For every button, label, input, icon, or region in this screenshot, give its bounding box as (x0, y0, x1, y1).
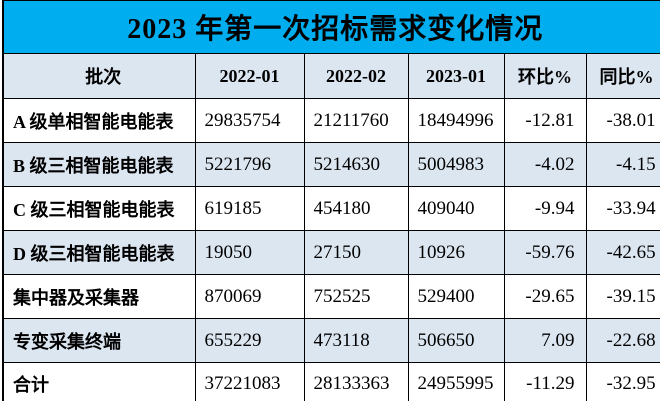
table-row: C 级三相智能电能表 619185 454180 409040 -9.94 -3… (2, 186, 660, 231)
row-label: 集中器及采集器 (2, 274, 196, 319)
mom-pct-cell: -59.76 (503, 230, 587, 275)
mom-pct-cell: -29.65 (503, 274, 587, 319)
value-cell: 454180 (303, 186, 409, 231)
value-cell: 24955995 (407, 362, 505, 401)
value-cell: 10926 (407, 230, 505, 275)
table-row-total: 合计 37221083 28133363 24955995 -11.29 -32… (2, 362, 660, 401)
title-row: 2023 年第一次招标需求变化情况 (2, 0, 660, 54)
row-label: D 级三相智能电能表 (2, 230, 196, 275)
value-cell: 37221083 (194, 362, 305, 401)
column-header-yoy-pct: 同比% (585, 53, 660, 99)
yoy-pct-cell: -4.15 (585, 142, 660, 187)
table-row: B 级三相智能电能表 5221796 5214630 5004983 -4.02… (2, 142, 660, 187)
value-cell: 655229 (194, 318, 305, 363)
table-title: 2023 年第一次招标需求变化情况 (2, 0, 660, 54)
mom-pct-cell: 7.09 (503, 318, 587, 363)
value-cell: 409040 (407, 186, 505, 231)
mom-pct-cell: -4.02 (503, 142, 587, 187)
table-row: A 级单相智能电能表 29835754 21211760 18494996 -1… (2, 98, 660, 143)
table-row: D 级三相智能电能表 19050 27150 10926 -59.76 -42.… (2, 230, 660, 275)
yoy-pct-cell: -22.68 (585, 318, 660, 363)
header-row: 批次 2022-01 2022-02 2023-01 环比% 同比% (2, 53, 660, 99)
value-cell: 19050 (194, 230, 305, 275)
value-cell: 29835754 (194, 98, 305, 143)
value-cell: 5214630 (303, 142, 409, 187)
value-cell: 752525 (303, 274, 409, 319)
column-header-mom-pct: 环比% (503, 53, 587, 99)
value-cell: 27150 (303, 230, 409, 275)
column-header-2022-01: 2022-01 (194, 53, 305, 99)
value-cell: 28133363 (303, 362, 409, 401)
yoy-pct-cell: -38.01 (585, 98, 660, 143)
row-label: B 级三相智能电能表 (2, 142, 196, 187)
yoy-pct-cell: -33.94 (585, 186, 660, 231)
value-cell: 21211760 (303, 98, 409, 143)
row-label: 专变采集终端 (2, 318, 196, 363)
yoy-pct-cell: -32.95 (585, 362, 660, 401)
table-row: 集中器及采集器 870069 752525 529400 -29.65 -39.… (2, 274, 660, 319)
mom-pct-cell: -12.81 (503, 98, 587, 143)
column-header-2023-01: 2023-01 (407, 53, 505, 99)
value-cell: 5221796 (194, 142, 305, 187)
value-cell: 870069 (194, 274, 305, 319)
column-header-batch: 批次 (2, 53, 196, 99)
row-label-total: 合计 (2, 362, 196, 401)
mom-pct-cell: -11.29 (503, 362, 587, 401)
row-label: A 级单相智能电能表 (2, 98, 196, 143)
mom-pct-cell: -9.94 (503, 186, 587, 231)
column-header-2022-02: 2022-02 (303, 53, 409, 99)
value-cell: 18494996 (407, 98, 505, 143)
yoy-pct-cell: -39.15 (585, 274, 660, 319)
yoy-pct-cell: -42.65 (585, 230, 660, 275)
value-cell: 473118 (303, 318, 409, 363)
value-cell: 5004983 (407, 142, 505, 187)
row-label: C 级三相智能电能表 (2, 186, 196, 231)
table-row: 专变采集终端 655229 473118 506650 7.09 -22.68 (2, 318, 660, 363)
value-cell: 506650 (407, 318, 505, 363)
value-cell: 529400 (407, 274, 505, 319)
value-cell: 619185 (194, 186, 305, 231)
